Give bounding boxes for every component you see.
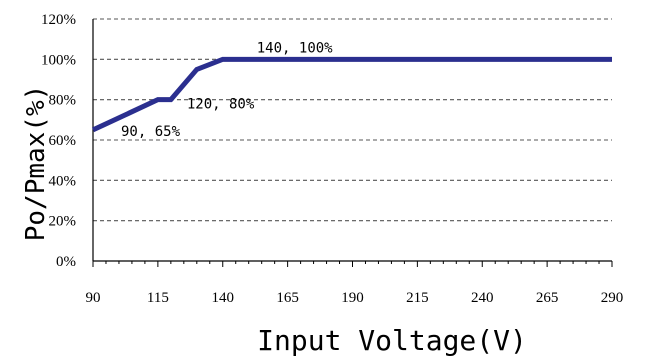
y-tick-label: 60% [49, 133, 77, 149]
x-tick-label: 265 [536, 290, 559, 306]
x-axis-title: Input Voltage(V) [257, 324, 527, 357]
y-tick-label: 40% [49, 173, 77, 189]
x-tick-label: 140 [212, 290, 235, 306]
y-tick-label: 0% [56, 254, 76, 270]
y-axis-title: Po/Pmax(%) [21, 85, 51, 242]
annotations: 90, 65% 120, 80% 140, 100% [121, 40, 333, 140]
x-tick-label: 115 [147, 290, 169, 306]
y-tick-label: 80% [49, 93, 77, 109]
y-tick-label: 120% [41, 12, 76, 28]
data-label: 90, 65% [121, 124, 181, 140]
series-line [91, 56, 612, 133]
x-tick-label: 165 [276, 290, 299, 306]
x-tick-marks [92, 261, 613, 267]
x-tick-label: 240 [471, 290, 494, 306]
series-layer [91, 56, 612, 133]
y-tick-label: 100% [41, 52, 76, 68]
grid-lines [93, 18, 612, 222]
x-tick-label: 190 [341, 290, 364, 306]
y-tick-labels: 0% 20% 40% 60% 80% 100% 120% [41, 12, 76, 270]
data-label: 140, 100% [257, 40, 333, 56]
x-tick-labels: 90 115 140 165 190 215 240 265 290 [86, 290, 624, 306]
x-tick-label: 215 [406, 290, 429, 306]
x-tick-label: 90 [86, 290, 101, 306]
x-tick-label: 290 [601, 290, 624, 306]
data-label: 120, 80% [187, 97, 255, 113]
y-tick-label: 20% [49, 214, 77, 230]
